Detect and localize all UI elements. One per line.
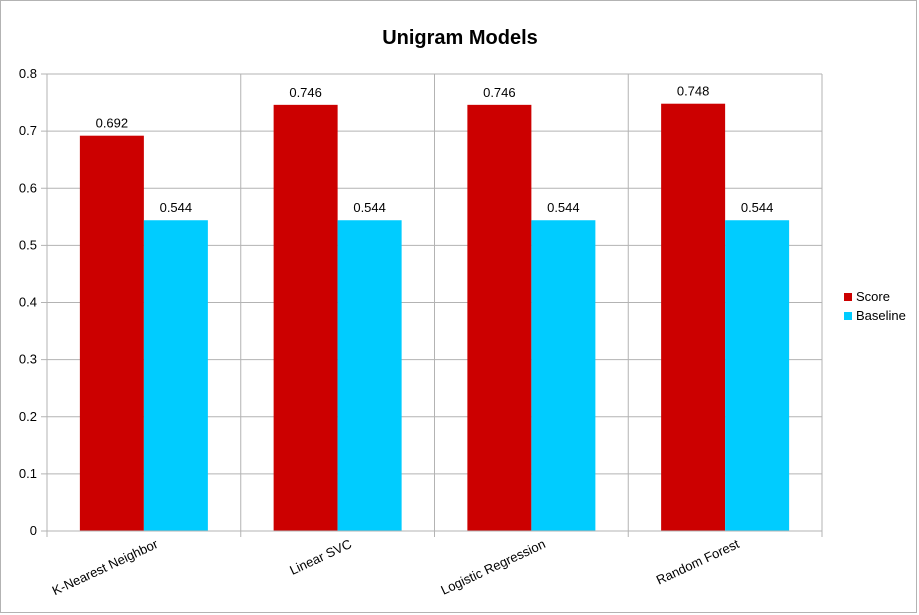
y-tick-label: 0.8 [19, 66, 37, 81]
y-tick-label: 0.3 [19, 352, 37, 367]
bar-score-1 [79, 135, 144, 531]
legend-swatch-baseline [844, 312, 852, 320]
data-label-score-3: 0.746 [483, 85, 516, 100]
bar-score-4 [661, 103, 726, 531]
y-tick-label: 0.1 [19, 466, 37, 481]
data-label-baseline-3: 0.544 [547, 200, 580, 215]
bars: 0.692 0.544 0.746 0.544 0.746 0.544 0.748 0.544 [79, 84, 790, 532]
x-tick-label: K-Nearest Neighbor [50, 536, 161, 598]
x-tick-label: Logistic Regression [438, 536, 547, 598]
legend-label-baseline: Baseline [856, 308, 906, 323]
data-label-baseline-2: 0.544 [353, 200, 386, 215]
y-tick-label: 0.4 [19, 295, 37, 310]
data-label-baseline-4: 0.544 [741, 200, 774, 215]
legend: Score Baseline [844, 289, 906, 323]
bar-baseline-4 [725, 220, 790, 532]
bar-score-3 [467, 104, 532, 531]
data-label-score-1: 0.692 [96, 116, 129, 131]
x-tick-label: Linear SVC [287, 536, 354, 578]
legend-swatch-score [844, 293, 852, 301]
legend-label-score: Score [856, 289, 890, 304]
y-tick-label: 0.7 [19, 123, 37, 138]
data-label-score-2: 0.746 [289, 85, 322, 100]
y-tick-label: 0.5 [19, 237, 37, 252]
bar-baseline-3 [531, 220, 596, 532]
chart-title: Unigram Models [382, 27, 538, 49]
y-tick-label: 0.2 [19, 409, 37, 424]
y-tick-label: 0.6 [19, 180, 37, 195]
bar-baseline-2 [337, 220, 402, 532]
bar-score-2 [273, 104, 338, 531]
x-tick-label: Random Forest [654, 536, 742, 588]
data-label-baseline-1: 0.544 [160, 200, 193, 215]
y-tick-label: 0 [30, 523, 37, 538]
bar-baseline-1 [143, 220, 208, 532]
data-label-score-4: 0.748 [677, 84, 710, 99]
